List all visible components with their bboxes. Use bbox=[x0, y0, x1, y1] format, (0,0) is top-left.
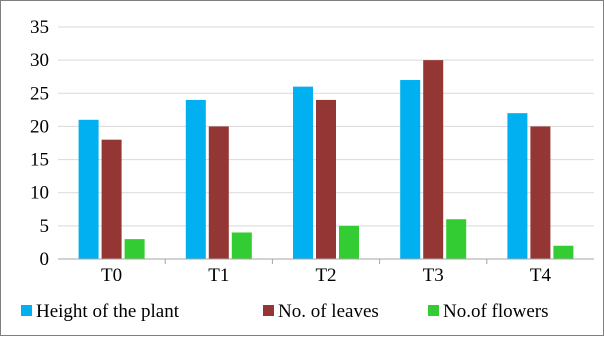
bar-t1-series-1 bbox=[185, 99, 206, 260]
bar-t3-series-3 bbox=[446, 219, 467, 259]
bar-t0-series-1 bbox=[78, 119, 99, 259]
bar-t2-series-1 bbox=[293, 86, 313, 260]
legend-swatch bbox=[21, 305, 32, 316]
bar-t2-series-3 bbox=[339, 225, 359, 259]
y-tick-label: 15 bbox=[30, 150, 49, 171]
bar-t0-series-3 bbox=[124, 239, 145, 259]
legend-label: No. of leaves bbox=[278, 301, 379, 322]
bars bbox=[78, 60, 574, 260]
y-tick-label: 20 bbox=[30, 116, 49, 137]
y-tick-label: 25 bbox=[30, 83, 49, 104]
bar-t3-series-1 bbox=[400, 80, 421, 260]
axes bbox=[58, 258, 594, 264]
y-tick-label: 5 bbox=[40, 216, 50, 237]
legend-swatch bbox=[263, 305, 274, 316]
y-tick-label: 35 bbox=[30, 17, 49, 38]
bar-t4-series-1 bbox=[507, 113, 528, 260]
y-axis-ticks: 0 5 10 15 20 25 30 35 bbox=[30, 17, 49, 270]
bar-t0-series-2 bbox=[101, 139, 122, 259]
y-tick-label: 10 bbox=[30, 183, 49, 204]
bar-chart: 0 5 10 15 20 25 30 35 T0 T1 T2 T3 T4 Height of the … bbox=[21, 17, 594, 322]
bar-t1-series-3 bbox=[231, 232, 252, 259]
x-tick-label: T4 bbox=[530, 265, 552, 286]
y-tick-label: 0 bbox=[40, 249, 50, 270]
bar-t1-series-2 bbox=[208, 126, 229, 259]
legend: Height of the plant No. of leaves No.of fl… bbox=[21, 301, 549, 322]
x-tick-label: T3 bbox=[423, 265, 444, 286]
legend-label: Height of the plant bbox=[36, 301, 180, 322]
bar-t2-series-2 bbox=[316, 99, 336, 260]
y-tick-label: 30 bbox=[30, 50, 49, 71]
x-tick-label: T2 bbox=[315, 265, 336, 286]
bar-t4-series-3 bbox=[553, 245, 574, 259]
bar-t3-series-2 bbox=[423, 60, 444, 260]
bar-t4-series-2 bbox=[530, 126, 551, 259]
x-tick-label: T0 bbox=[101, 265, 122, 286]
x-tick-label: T1 bbox=[208, 265, 229, 286]
legend-label: No.of flowers bbox=[443, 301, 549, 322]
x-axis-ticks: T0 T1 T2 T3 T4 bbox=[101, 265, 551, 286]
legend-swatch bbox=[428, 305, 439, 316]
